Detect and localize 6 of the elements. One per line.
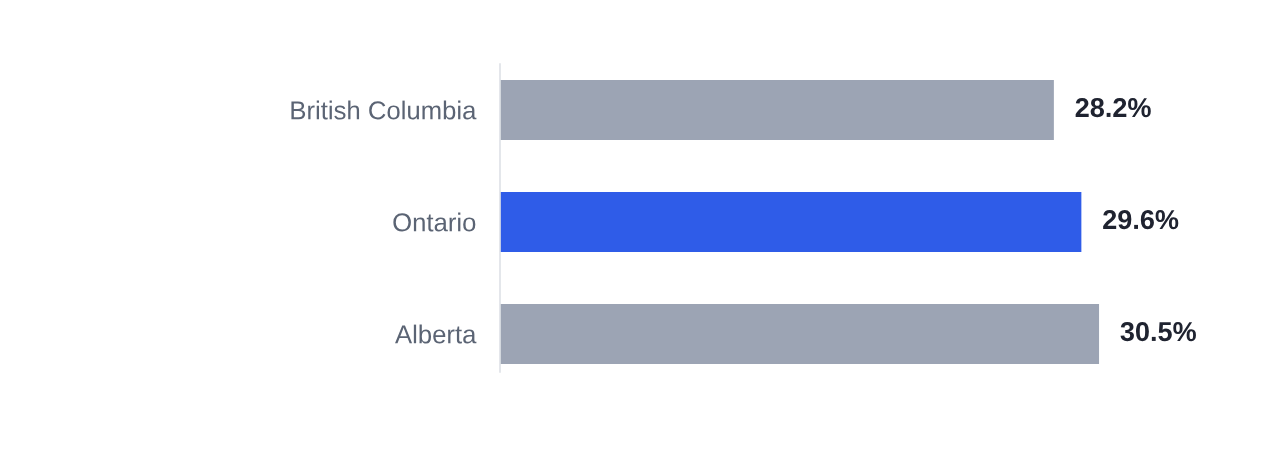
y-tick-label: Ontario xyxy=(393,212,476,232)
y-tick-label: British Columbia xyxy=(291,100,477,120)
y-tick-label: Alberta xyxy=(395,324,477,344)
data-label: 29.6% xyxy=(1103,210,1179,230)
data-label: 28.2% xyxy=(1075,98,1151,118)
data-label: 30.5% xyxy=(1120,322,1196,342)
